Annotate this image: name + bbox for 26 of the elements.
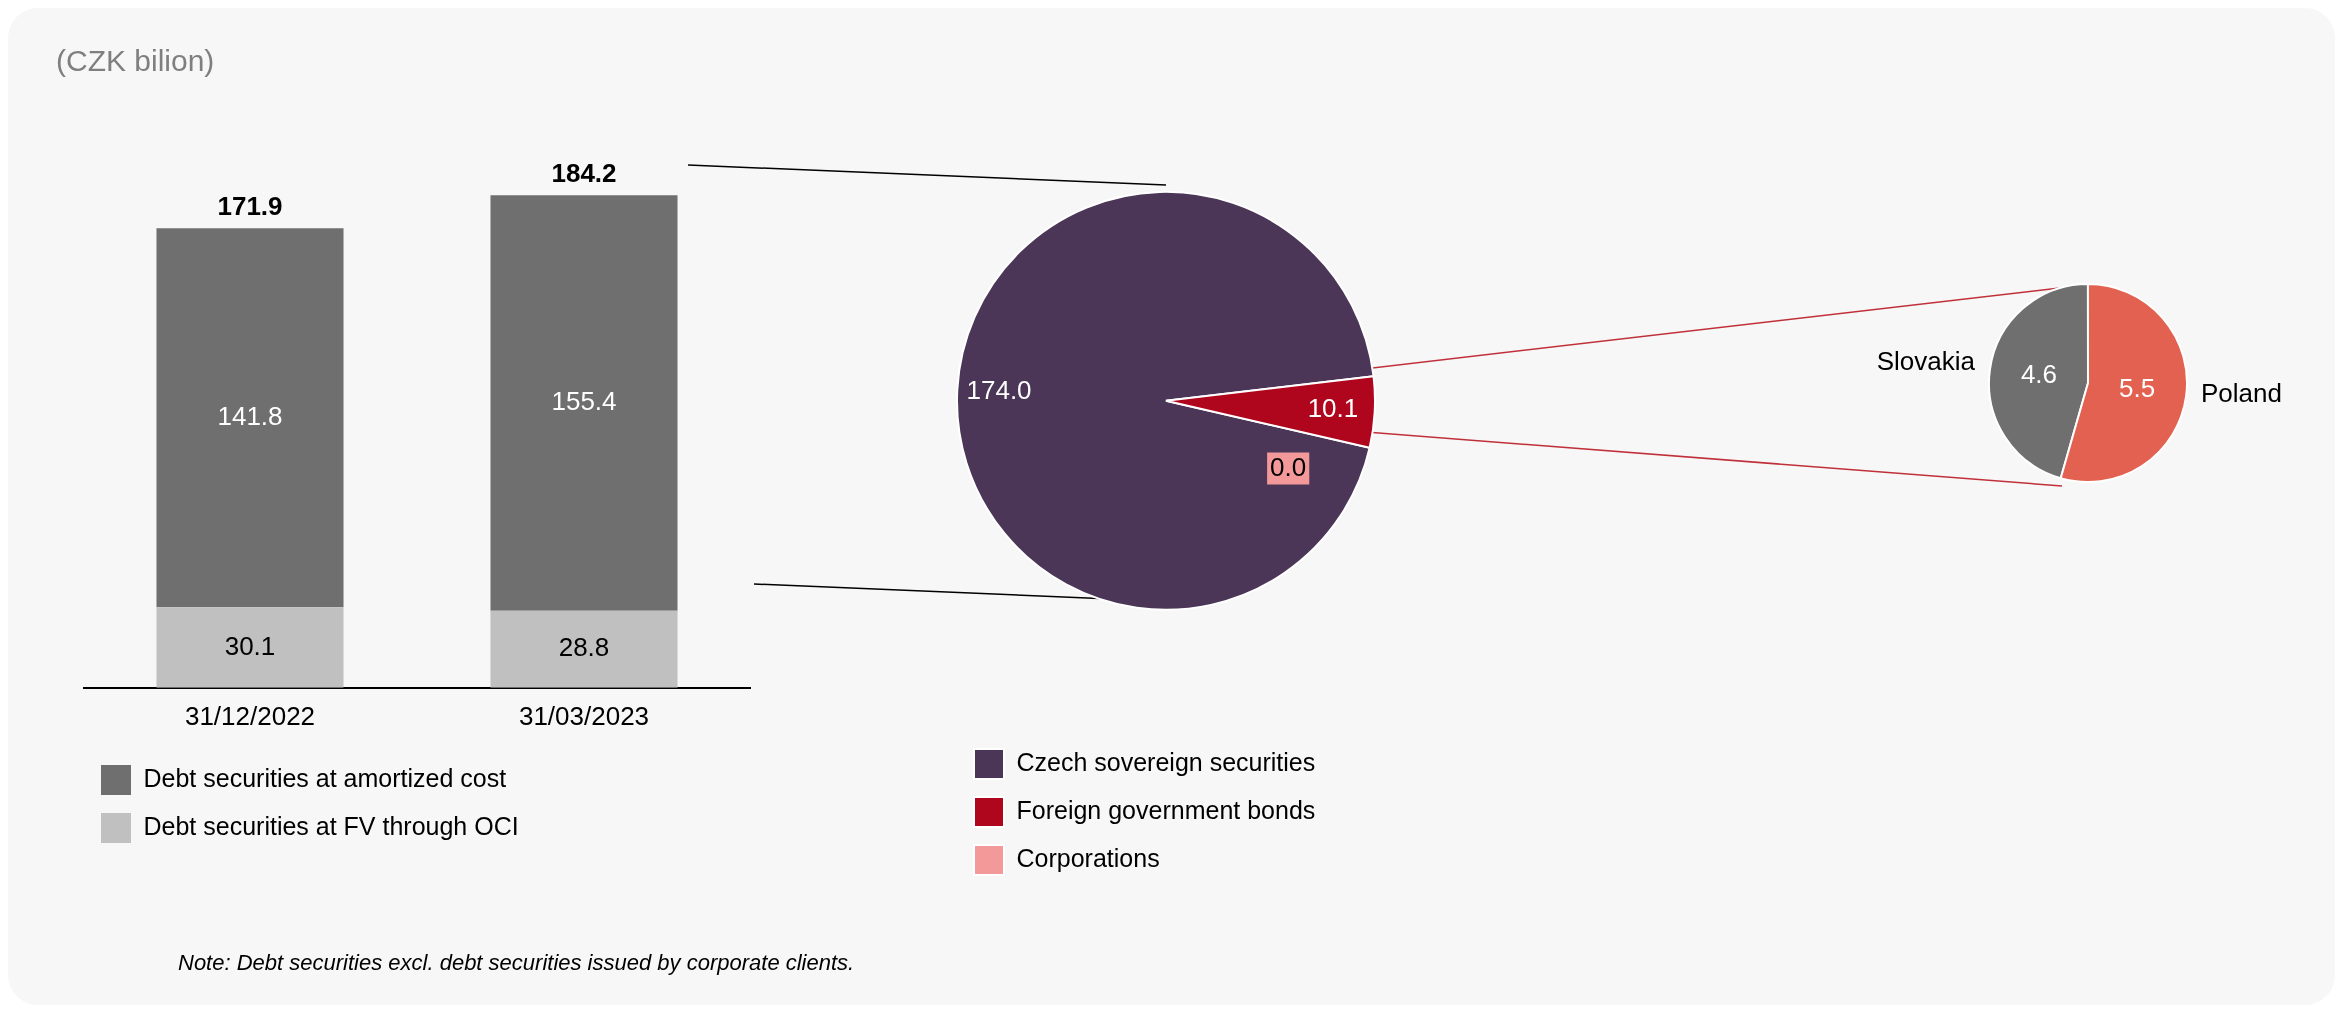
total-label: 171.9 [217, 191, 283, 222]
data-label: 141.8 [217, 400, 283, 431]
text: Note: Debt securities excl. debt securities issued by corporate clients. [178, 950, 855, 976]
data-label: 28.8 [558, 632, 610, 663]
x-tick-label: 31/03/2023 [518, 700, 650, 731]
bar [156, 228, 344, 608]
legend-label: Czech sovereign securities [1016, 747, 1316, 776]
slice-label: Slovakia [1876, 346, 1976, 377]
legend-label: Foreign government bonds [1016, 795, 1316, 824]
legend-label: Debt securities at FV through OCI [143, 811, 519, 840]
data-label: 155.4 [551, 386, 617, 417]
chart-title: (CZK bilion) [56, 44, 215, 78]
legend-label: Debt securities at amortized cost [143, 763, 507, 792]
legend-label: Corporations [1016, 843, 1160, 872]
data-label: 10.1 [1307, 393, 1359, 424]
data-label: 5.5 [2118, 373, 2156, 404]
total-label: 184.2 [551, 158, 617, 189]
data-label: 174.0 [966, 374, 1032, 405]
data-label: 4.6 [2020, 359, 2058, 390]
slice-label: Poland [2201, 378, 2282, 409]
bar [490, 610, 678, 688]
bar [490, 195, 678, 611]
x-tick-label: 31/12/2022 [184, 700, 316, 731]
data-label: 30.1 [224, 630, 276, 661]
text: 0.0 [1270, 451, 1307, 482]
bar [156, 607, 344, 688]
